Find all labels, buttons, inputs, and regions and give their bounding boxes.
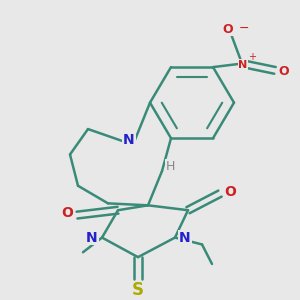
Text: O: O xyxy=(223,23,233,36)
Text: O: O xyxy=(279,65,289,78)
Text: H: H xyxy=(165,160,175,173)
Text: N: N xyxy=(123,133,135,147)
Text: −: − xyxy=(239,22,249,35)
Text: S: S xyxy=(132,281,144,299)
Text: N: N xyxy=(179,231,191,244)
Text: O: O xyxy=(224,184,236,199)
Text: N: N xyxy=(86,231,98,244)
Text: +: + xyxy=(248,52,256,62)
Text: N: N xyxy=(238,59,247,70)
Text: O: O xyxy=(61,206,73,220)
